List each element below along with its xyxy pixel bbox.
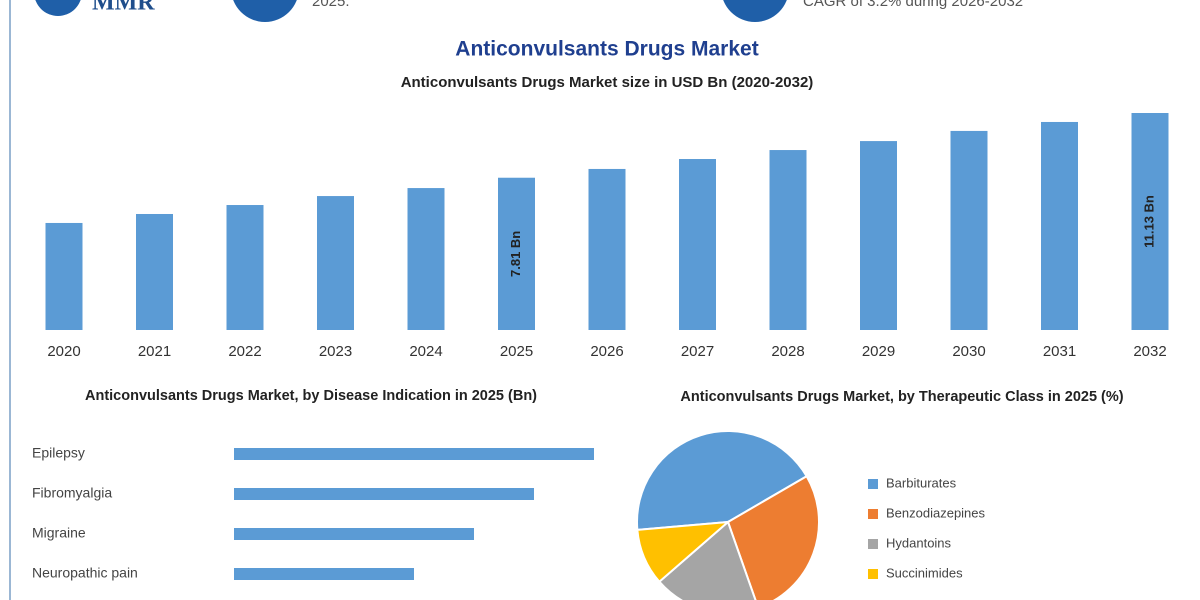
main-title: Anticonvulsants Drugs Market [455,38,758,61]
bar [234,488,534,500]
header-icon [723,0,787,22]
x-tick-label: 2027 [681,343,714,360]
x-tick-label: 2032 [1133,343,1166,360]
y-tick-label: Epilepsy [32,445,85,461]
bar [950,130,988,330]
bar [45,222,83,330]
x-tick-label: 2025 [500,343,533,360]
legend-label: Benzodiazepines [886,505,986,520]
bar [136,213,173,330]
x-tick-label: 2028 [771,343,804,360]
logo: MMR [92,0,155,16]
bar [769,150,807,330]
bar [588,168,626,330]
bar [498,177,535,330]
bar [234,448,594,460]
header-note: CAGR of 3.2% during 2026-2032 [803,0,1023,10]
x-tick-label: 2020 [47,343,80,360]
pie-slice [636,520,731,584]
value-label: 11.13 Bn [1141,195,1156,248]
chart-subtitle: Anticonvulsants Drugs Market size in USD… [401,74,814,91]
x-tick-label: 2030 [952,343,985,360]
pie-slice [636,430,809,532]
pie-slice [657,520,757,600]
x-tick-label: 2021 [138,343,171,360]
x-tick-label: 2022 [228,343,261,360]
bar [679,159,716,330]
chart-title: Anticonvulsants Drugs Market, by Therape… [680,389,1123,405]
x-tick-label: 2029 [862,343,895,360]
x-tick-label: 2023 [319,343,352,360]
legend-label: Hydantoins [886,535,952,550]
legend-swatch [868,509,878,519]
header-note: 2025. [312,0,350,10]
y-tick-label: Fibromyalgia [32,485,112,501]
bar [234,568,414,580]
y-tick-label: Neuropathic pain [32,565,138,581]
bar [1041,121,1078,330]
x-tick-label: 2024 [409,343,442,360]
x-tick-label: 2026 [590,343,623,360]
chart-title: Anticonvulsants Drugs Market, by Disease… [84,388,538,404]
legend-swatch [868,479,878,489]
bar [1131,113,1169,330]
y-tick-label: Migraine [32,525,86,541]
value-label: 7.81 Bn [508,231,523,277]
bar [860,141,897,330]
logo-globe [35,0,81,16]
legend-label: Succinimides [886,565,963,580]
bar [407,188,445,330]
legend-swatch [868,569,878,579]
pie-slice [726,474,820,600]
bar [226,205,264,330]
x-tick-label: 2031 [1043,343,1076,360]
bar [234,528,474,540]
bar [317,196,354,330]
legend-label: Barbiturates [886,475,957,490]
legend-swatch [868,539,878,549]
header-icon [233,0,297,22]
